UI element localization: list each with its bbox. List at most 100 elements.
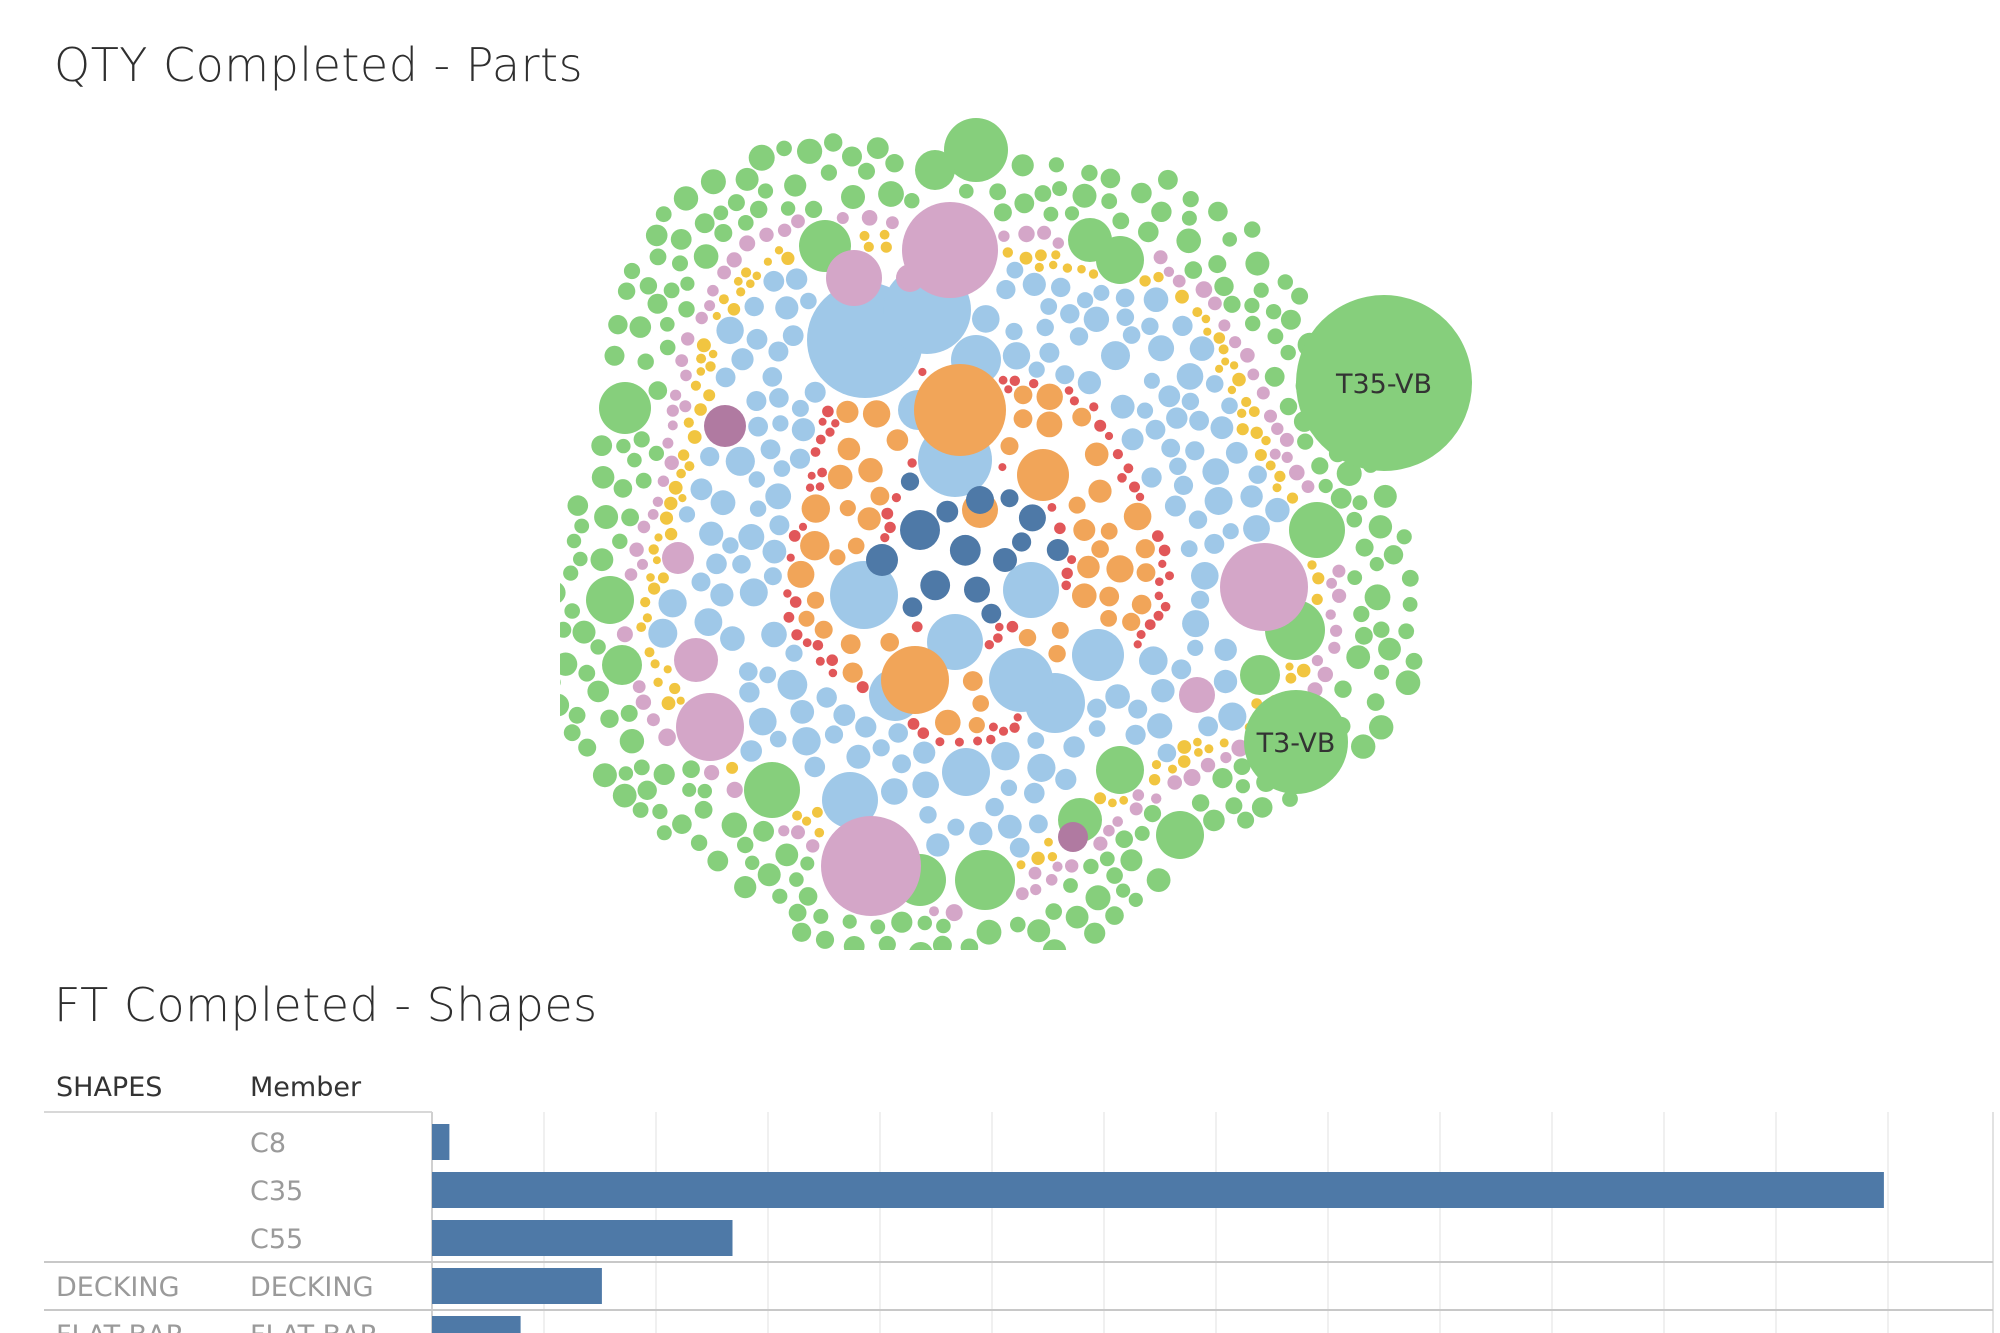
bubble[interactable]: [798, 887, 818, 906]
bubble[interactable]: [947, 818, 965, 836]
bubble[interactable]: [776, 140, 792, 157]
bubble[interactable]: [862, 400, 891, 428]
bubble[interactable]: [1036, 411, 1063, 438]
bubble[interactable]: [1318, 478, 1333, 494]
bubble[interactable]: [826, 654, 838, 666]
bubble[interactable]: [1051, 277, 1071, 298]
bubble[interactable]: [1203, 809, 1225, 832]
bubble[interactable]: [699, 521, 724, 546]
bubble[interactable]: [1158, 385, 1181, 408]
bubble[interactable]: [1132, 789, 1145, 801]
bubble[interactable]: [1094, 419, 1107, 432]
bubble[interactable]: [792, 922, 812, 942]
bubble[interactable]: [912, 771, 939, 799]
bubble[interactable]: [1000, 437, 1019, 456]
bubble[interactable]: [1062, 263, 1073, 273]
bubble[interactable]: [652, 803, 668, 820]
bubble[interactable]: [1034, 262, 1044, 272]
bubble-t3-vb[interactable]: [1244, 690, 1348, 794]
bubble[interactable]: [1279, 432, 1294, 447]
bubble[interactable]: [863, 241, 874, 252]
bubble[interactable]: [855, 716, 877, 738]
bubble[interactable]: [1201, 314, 1211, 324]
bubble[interactable]: [1204, 533, 1225, 554]
bubble[interactable]: [680, 369, 692, 382]
bubble[interactable]: [920, 570, 951, 601]
bubble[interactable]: [1158, 559, 1167, 568]
bubble[interactable]: [753, 820, 774, 842]
bubble[interactable]: [1027, 732, 1045, 749]
bubble[interactable]: [944, 118, 1008, 182]
bubble[interactable]: [815, 656, 825, 666]
bubble[interactable]: [914, 364, 1006, 456]
bubble[interactable]: [1010, 916, 1026, 933]
bubble[interactable]: [881, 507, 894, 520]
bubble[interactable]: [786, 553, 795, 562]
bubble[interactable]: [592, 763, 617, 788]
bubble[interactable]: [761, 621, 787, 648]
bubble[interactable]: [1172, 315, 1193, 336]
bubble[interactable]: [1152, 530, 1164, 542]
bubble[interactable]: [678, 506, 696, 523]
bubble[interactable]: [1208, 201, 1228, 222]
bubble[interactable]: [842, 662, 863, 683]
bubble[interactable]: [1176, 363, 1204, 390]
bubble[interactable]: [762, 367, 783, 387]
bubble[interactable]: [878, 935, 896, 950]
bubble[interactable]: [1055, 365, 1075, 385]
bubble[interactable]: [718, 294, 729, 305]
bubble[interactable]: [763, 257, 772, 266]
bubble[interactable]: [587, 680, 609, 703]
bubble[interactable]: [720, 626, 745, 651]
bubble[interactable]: [1151, 793, 1162, 804]
bubble[interactable]: [1297, 433, 1314, 450]
bubble[interactable]: [629, 316, 652, 338]
bubble[interactable]: [1093, 284, 1110, 301]
bubble[interactable]: [1103, 824, 1115, 837]
bubble[interactable]: [1099, 851, 1115, 867]
bubble[interactable]: [1195, 281, 1213, 298]
bubble[interactable]: [1085, 885, 1111, 911]
bubble[interactable]: [726, 781, 743, 799]
bubble[interactable]: [830, 561, 898, 629]
bubble[interactable]: [1169, 457, 1187, 475]
bubble[interactable]: [902, 597, 923, 617]
bubble[interactable]: [1240, 655, 1280, 695]
bubble[interactable]: [676, 696, 685, 705]
bubble[interactable]: [1128, 892, 1143, 908]
bubble[interactable]: [612, 783, 637, 808]
bubble[interactable]: [1220, 752, 1232, 764]
bubble[interactable]: [578, 738, 597, 757]
bar-c35[interactable]: [432, 1172, 1884, 1208]
bubble[interactable]: [791, 399, 809, 417]
bubble[interactable]: [1245, 315, 1261, 332]
bubble[interactable]: [1210, 416, 1234, 440]
bubble[interactable]: [650, 659, 660, 669]
bubble[interactable]: [738, 524, 765, 550]
bubble[interactable]: [1213, 669, 1238, 694]
bubble[interactable]: [1237, 408, 1247, 418]
bubble[interactable]: [1194, 748, 1203, 757]
bubble[interactable]: [1037, 225, 1052, 240]
bubble[interactable]: [866, 544, 898, 576]
bubble[interactable]: [1168, 764, 1177, 774]
bubble[interactable]: [652, 556, 661, 565]
bubble[interactable]: [683, 417, 694, 428]
bubble[interactable]: [993, 203, 1012, 222]
bubble[interactable]: [926, 833, 950, 857]
bubble[interactable]: [1191, 590, 1210, 609]
bubble[interactable]: [1143, 287, 1169, 312]
bubble[interactable]: [658, 728, 676, 747]
bubble[interactable]: [1158, 544, 1171, 557]
bubble[interactable]: [1251, 797, 1273, 818]
bubble[interactable]: [694, 403, 707, 416]
bubble[interactable]: [1018, 629, 1037, 647]
bubble[interactable]: [652, 496, 664, 507]
bubble[interactable]: [1125, 724, 1146, 745]
bubble[interactable]: [1047, 852, 1058, 862]
bubble[interactable]: [1189, 336, 1215, 361]
bubble[interactable]: [1123, 463, 1134, 474]
bubble[interactable]: [954, 737, 964, 747]
bubble[interactable]: [657, 572, 669, 584]
bubble[interactable]: [907, 718, 920, 730]
